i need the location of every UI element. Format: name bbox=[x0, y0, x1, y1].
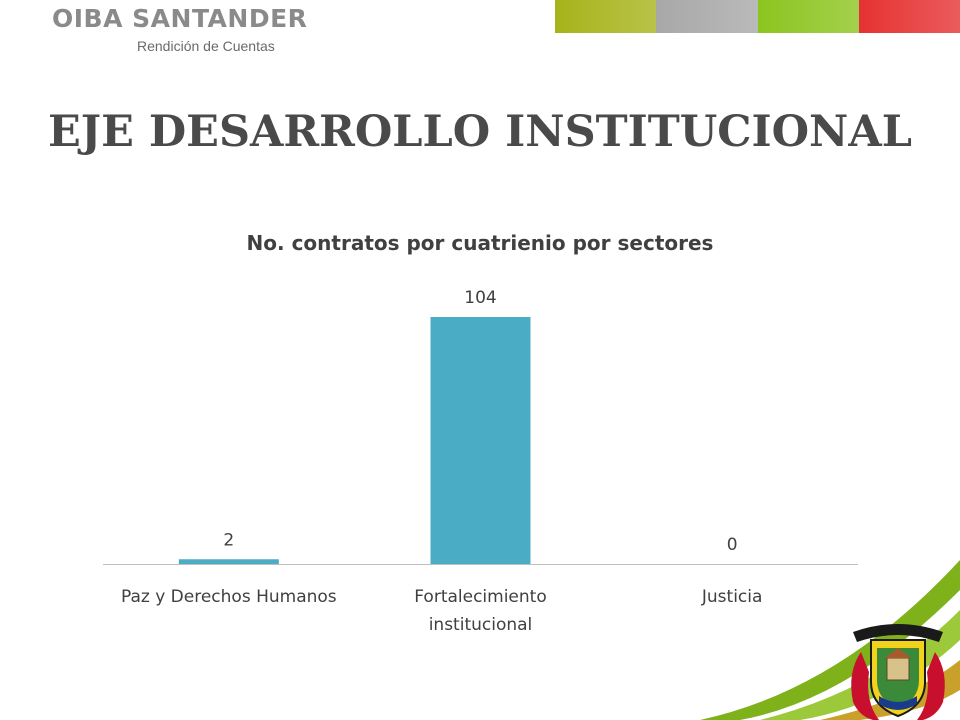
data-label-0: 2 bbox=[223, 530, 234, 550]
color-tab-green bbox=[757, 0, 859, 33]
brand-title: OIBA SANTANDER bbox=[52, 4, 308, 33]
bar-0 bbox=[178, 559, 279, 564]
data-label-2: 0 bbox=[727, 535, 738, 555]
color-tab-red bbox=[858, 0, 960, 33]
category-label-0: Paz y Derechos Humanos bbox=[121, 587, 337, 607]
category-label-1: Fortalecimiento institucional bbox=[414, 587, 546, 635]
chart-title: No. contratos por cuatrienio por sectore… bbox=[246, 231, 714, 255]
category-label-2: Justicia bbox=[701, 587, 763, 607]
header-color-tabs bbox=[555, 0, 960, 33]
color-tab-olive bbox=[555, 0, 657, 33]
brand-subtitle: Rendición de Cuentas bbox=[137, 38, 275, 54]
slide-title: EJE DESARROLLO INSTITUCIONAL bbox=[48, 107, 912, 157]
data-label-1: 104 bbox=[464, 288, 496, 308]
coat-of-arms-icon bbox=[851, 624, 945, 720]
color-tab-gray bbox=[656, 0, 758, 33]
bar-1 bbox=[430, 317, 531, 564]
